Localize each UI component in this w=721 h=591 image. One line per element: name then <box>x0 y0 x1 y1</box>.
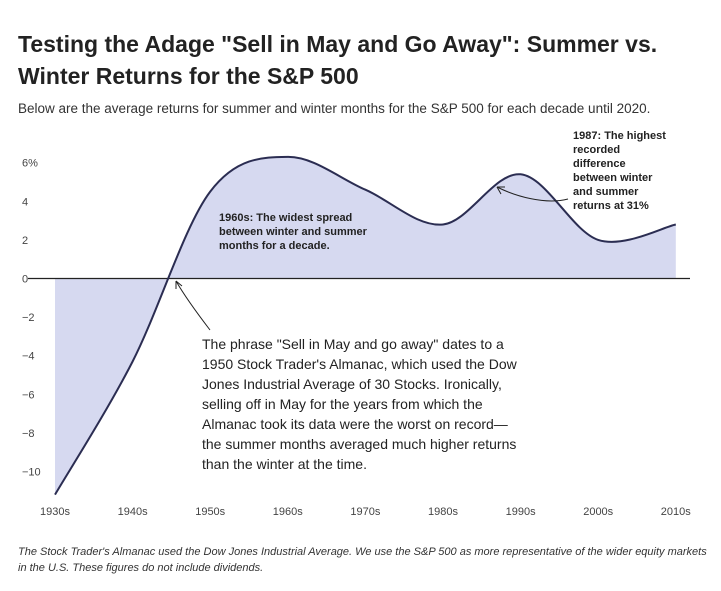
y-tick-label: 0 <box>22 274 28 286</box>
y-tick-label: 2 <box>22 235 28 247</box>
annotation-adage-arrow <box>175 280 211 331</box>
y-tick-label: −2 <box>22 312 35 324</box>
annotation-1987: 1987: The highest recorded difference betwe… <box>573 130 666 212</box>
chart-title: Testing the Adage "Sell in May and Go Aw… <box>18 31 658 89</box>
area-fill <box>55 156 676 495</box>
x-tick-label: 2000s <box>583 506 613 518</box>
y-tick-label: −6 <box>22 389 35 401</box>
annotation-adage-arrowhead <box>175 280 183 289</box>
annotation-1960s: 1960s: The widest spread between winter a… <box>219 212 368 252</box>
y-tick-label: 6% <box>22 158 38 170</box>
annotation-adage: The phrase "Sell in May and go away" dat… <box>202 336 518 472</box>
x-tick-label: 1970s <box>350 506 380 518</box>
y-tick-label: −10 <box>22 467 41 479</box>
chart-footnote: The Stock Trader's Almanac used the Dow … <box>18 546 707 574</box>
y-tick-label: −8 <box>22 428 35 440</box>
x-tick-label: 1930s <box>40 506 70 518</box>
y-tick-label: 4 <box>22 196 28 208</box>
x-tick-label: 1990s <box>506 506 536 518</box>
y-tick-label: −4 <box>22 351 35 363</box>
x-tick-label: 2010s <box>661 506 691 518</box>
x-tick-label: 1940s <box>118 506 148 518</box>
x-tick-label: 1950s <box>195 506 225 518</box>
x-tick-label: 1960s <box>273 506 303 518</box>
series-line <box>54 155 677 496</box>
x-tick-label: 1980s <box>428 506 458 518</box>
annotation-1987-arrow <box>496 186 569 202</box>
chart-subtitle: Below are the average returns for summer… <box>18 101 651 116</box>
area-chart: −10 −8 −6 −4 −2 0 2 4 6% 1930s 1940s 1950s 1960s 1970… <box>22 130 691 518</box>
annotation-1987-arrowhead <box>496 186 505 195</box>
